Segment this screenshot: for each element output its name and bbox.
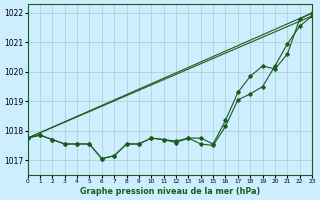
X-axis label: Graphe pression niveau de la mer (hPa): Graphe pression niveau de la mer (hPa) [80,187,260,196]
